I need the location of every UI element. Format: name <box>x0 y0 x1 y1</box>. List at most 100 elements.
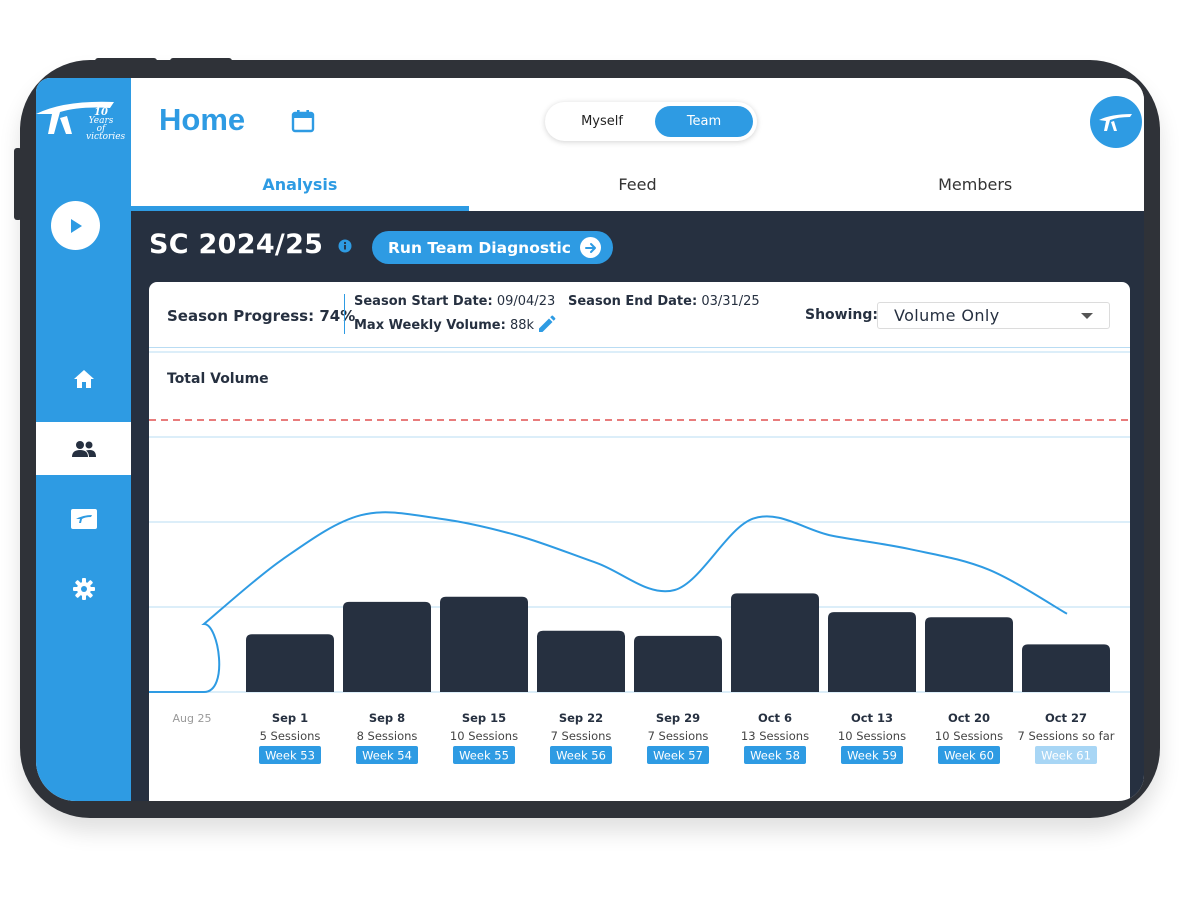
device-button-top-left <box>95 58 157 64</box>
showing-value: Volume Only <box>894 306 1000 325</box>
volume-bar <box>1022 644 1110 692</box>
week-badge-label: Week 54 <box>362 749 412 763</box>
sidebar-item-settings[interactable] <box>36 562 131 615</box>
pencil-icon <box>539 315 556 332</box>
week-badge <box>259 746 321 764</box>
gear-icon <box>72 577 95 600</box>
play-icon <box>70 218 82 233</box>
max-value: 88k <box>509 318 535 333</box>
volume-bar <box>634 635 722 692</box>
x-tick-label: Sep 29 <box>656 711 700 725</box>
x-tick-label: Oct 20 <box>948 711 990 725</box>
week-badge <box>550 746 612 764</box>
info-icon <box>338 239 352 253</box>
week-badge <box>744 746 806 764</box>
sidebar-item-brand[interactable] <box>36 492 131 545</box>
x-tick-label: Sep 1 <box>272 711 308 725</box>
run-team-diagnostic-button[interactable]: Run Team Diagnostic <box>372 231 613 264</box>
end-value: 03/31/25 <box>701 294 760 309</box>
progress-value: 74% <box>319 307 356 325</box>
week-badge-label: Week 55 <box>459 749 509 763</box>
week-badge <box>938 746 1000 764</box>
chart-title: Total Volume <box>167 371 269 387</box>
device-button-top-right <box>170 58 232 64</box>
session-count-label: 7 Sessions so far <box>1017 729 1114 743</box>
volume-bar <box>537 630 625 692</box>
volume-bar <box>440 596 528 692</box>
arrow-right-icon <box>580 237 601 258</box>
volume-bar <box>246 634 334 692</box>
volume-trend-line <box>149 511 1068 693</box>
tab-bar: Analysis Feed Members <box>131 170 1144 211</box>
week-badge-label: Week 57 <box>653 749 703 763</box>
sidebar-item-team[interactable] <box>36 422 131 475</box>
session-count-label: 7 Sessions <box>648 729 709 743</box>
toggle-myself[interactable]: Myself <box>581 114 623 129</box>
week-badge <box>356 746 418 764</box>
caret-down-icon <box>1081 313 1093 319</box>
week-badge-label: Week 60 <box>944 749 994 763</box>
week-badge-label: Week 53 <box>265 749 315 763</box>
stats-divider <box>344 294 345 334</box>
season-progress: Season Progress: 74% <box>167 307 355 325</box>
season-stats: Season Progress: 74% Season Start Date: … <box>149 282 1130 348</box>
showing-select[interactable]: Volume Only <box>877 302 1110 329</box>
diagnostic-button-label: Run Team Diagnostic <box>388 238 571 257</box>
tab-members[interactable]: Members <box>938 175 1013 194</box>
analysis-panel: SC 2024/25 Run Team Diagnostic Season Pr… <box>131 211 1144 801</box>
week-badge <box>1035 746 1097 764</box>
sidebar-item-home[interactable] <box>36 352 131 405</box>
session-count-label: 10 Sessions <box>935 729 1003 743</box>
week-badge <box>453 746 515 764</box>
tagline-number: 10 <box>94 107 108 118</box>
team-icon <box>71 440 96 457</box>
session-count-label: 8 Sessions <box>357 729 418 743</box>
start-label: Season Start Date: <box>354 294 493 309</box>
speed-logo-icon <box>1099 114 1132 131</box>
toggle-team[interactable]: Team <box>655 106 753 137</box>
week-badge <box>841 746 903 764</box>
session-count-label: 10 Sessions <box>838 729 906 743</box>
x-tick-label: Oct 6 <box>758 711 792 725</box>
avatar[interactable] <box>1090 96 1142 148</box>
play-button[interactable] <box>51 201 100 250</box>
volume-bar <box>925 617 1013 692</box>
season-end: Season End Date: 03/31/25 <box>568 294 760 309</box>
season-title: SC 2024/25 <box>149 229 324 260</box>
progress-label: Season Progress: <box>167 307 315 325</box>
info-button[interactable] <box>338 238 352 257</box>
week-badge <box>647 746 709 764</box>
tab-feed[interactable]: Feed <box>618 175 657 194</box>
volume-bar <box>731 593 819 692</box>
calendar-icon <box>291 110 315 133</box>
device-button-side <box>14 148 22 220</box>
x-tick-label: Sep 15 <box>462 711 506 725</box>
x-tick-label: Sep 8 <box>369 711 405 725</box>
calendar-button[interactable] <box>291 109 315 137</box>
session-count-label: 7 Sessions <box>551 729 612 743</box>
week-badge-label: Week 59 <box>847 749 897 763</box>
speed-logo-icon <box>36 98 131 142</box>
session-count-label: 13 Sessions <box>741 729 809 743</box>
tagline-line2: victories <box>86 132 126 142</box>
volume-card: Season Progress: 74% Season Start Date: … <box>149 282 1130 801</box>
session-count-label: 10 Sessions <box>450 729 518 743</box>
x-tick-label: Aug 25 <box>173 712 212 725</box>
volume-bar <box>343 601 431 692</box>
tagline-line1: Years of <box>88 116 114 134</box>
edit-max-volume-button[interactable] <box>536 315 556 339</box>
header: Home Myself Team Analysis Feed Members <box>131 78 1144 211</box>
volume-chart: Aug 25 Sep 1 5 Sessions Week 53 Sep 8 8 Sessi… <box>149 351 1130 764</box>
season-start: Season Start Date: 09/04/23 <box>354 294 555 309</box>
tagline: 10 Years of victories <box>86 107 126 142</box>
logo-card-icon <box>70 508 97 529</box>
volume-bar <box>828 612 916 692</box>
app-screen: 10 Years of victories <box>36 78 1144 801</box>
tab-analysis[interactable]: Analysis <box>131 170 469 211</box>
end-label: Season End Date: <box>568 294 698 309</box>
week-badge-label: Week 58 <box>750 749 800 763</box>
session-count-label: 5 Sessions <box>260 729 321 743</box>
page-title: Home <box>159 102 246 137</box>
x-tick-label: Oct 27 <box>1045 711 1087 725</box>
showing-label: Showing: <box>805 307 878 323</box>
